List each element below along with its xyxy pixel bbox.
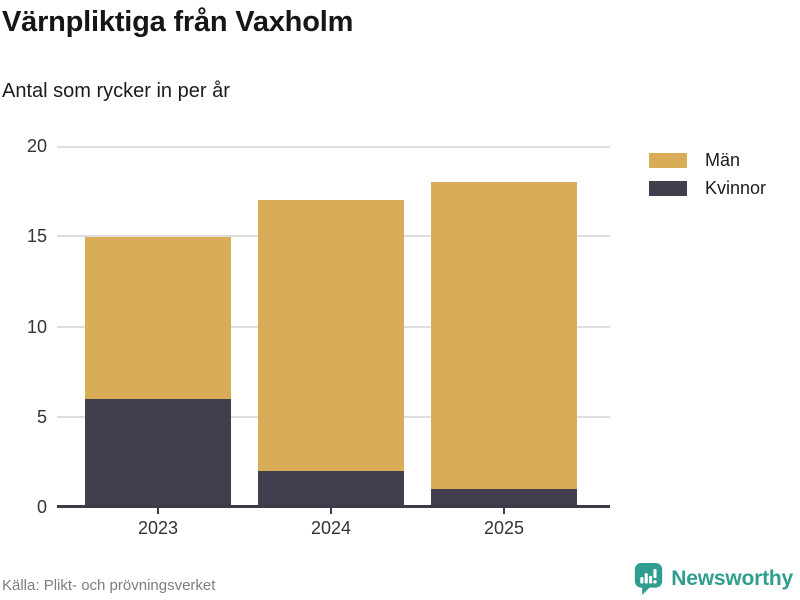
x-tick-2024 (330, 508, 332, 514)
bar-2024-Män (258, 200, 404, 471)
y-tick-label-10: 10 (26, 317, 47, 337)
bar-2025-Män (431, 182, 577, 489)
y-tick-label-5: 5 (36, 407, 47, 427)
bar-2025-Kvinnor (431, 489, 577, 507)
x-tick-label-2024: 2024 (310, 518, 352, 538)
source-caption: Källa: Plikt- och prövningsverket (2, 577, 216, 594)
chart-title: Värnpliktiga från Vaxholm (2, 6, 354, 38)
x-axis-line (57, 505, 610, 508)
gridline-20 (57, 146, 610, 148)
y-tick-label-15: 15 (26, 226, 47, 246)
legend-swatch-men (649, 153, 687, 168)
x-tick-2025 (503, 508, 505, 514)
legend-swatch-women (649, 181, 687, 196)
bar-2024-Kvinnor (258, 471, 404, 507)
plot-area: 2023 2024 2025 (57, 146, 610, 538)
y-tick-label-20: 20 (26, 136, 47, 156)
legend: Män Kvinnor (649, 150, 767, 207)
legend-item-men: Män (649, 150, 766, 170)
brand-name: Newsworthy (671, 567, 793, 590)
x-tick-2023 (157, 508, 159, 514)
legend-item-women: Kvinnor (649, 178, 767, 198)
x-tick-label-2023: 2023 (137, 518, 179, 538)
brand-logo: Newsworthy (633, 562, 793, 596)
x-tick-label-2025: 2025 (483, 518, 525, 538)
bar-2023-Män (85, 237, 231, 399)
bar-2023-Kvinnor (85, 399, 231, 507)
y-tick-label-0: 0 (36, 497, 47, 517)
chart-subtitle: Antal som rycker in per år (2, 80, 230, 102)
legend-label-women: Kvinnor (705, 178, 767, 198)
bar-chart-speech-bubble-icon (635, 563, 663, 595)
legend-label-men: Män (705, 150, 741, 170)
